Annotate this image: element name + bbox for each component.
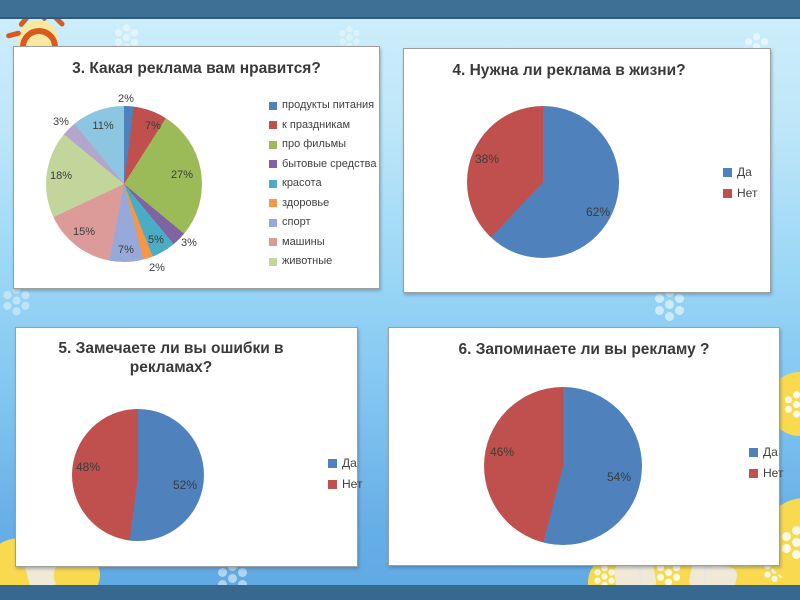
flower-decoration <box>346 34 353 41</box>
legend-item: здоровье <box>269 196 376 209</box>
legend-label: здоровье <box>282 196 330 209</box>
legend-label: про фильмы <box>282 138 347 150</box>
legend-swatch <box>723 188 732 198</box>
flower-decoration <box>792 400 800 409</box>
legend-item: Да <box>328 457 362 469</box>
legend-item: бытовые средства <box>269 157 377 170</box>
legend-item: продукты питания <box>269 100 376 111</box>
legend-item: красота <box>269 178 376 189</box>
pie-chart-q3 <box>46 106 202 262</box>
slice-label: 62% <box>585 205 611 219</box>
legend-q6: Да Нет <box>749 446 783 479</box>
chart-title-q3: 3. Какая реклама вам нравится? <box>72 60 321 77</box>
legend-swatch <box>269 199 277 207</box>
legend-label: животные <box>282 255 333 267</box>
legend-item: Нет <box>749 467 783 479</box>
legend-swatch <box>723 167 732 177</box>
chart-title-q6: 6. Запоминаете ли вы рекламу ? <box>458 341 710 358</box>
slide-top-bar <box>0 0 800 19</box>
slice-label: 2% <box>118 93 134 105</box>
flower-decoration <box>12 296 21 305</box>
legend-swatch <box>328 479 337 489</box>
legend-item: про фильмы <box>269 139 376 150</box>
legend-label: Да <box>737 165 752 179</box>
legend-label: спорт <box>282 216 311 228</box>
pie-chart-q4 <box>467 106 619 258</box>
slice-label: 3% <box>53 116 69 128</box>
flower-decoration <box>122 33 131 42</box>
slice-label: 7% <box>145 120 161 132</box>
flower-decoration <box>228 574 237 583</box>
slice-label: 11% <box>92 120 114 132</box>
slice-label: 46% <box>489 445 515 459</box>
legend-item: Нет <box>723 187 757 199</box>
slice-label: 54% <box>606 470 632 484</box>
slice-label: 5% <box>148 234 164 246</box>
legend-q3: продукты питания к праздникам про фильмы… <box>269 100 376 267</box>
legend-label: бытовые средства <box>282 157 377 170</box>
chart-panel-q6: 6. Запоминаете ли вы рекламу ? 54% 46% Д… <box>388 327 783 566</box>
chart-title-q4: 4. Нужна ли реклама в жизни? <box>452 62 686 79</box>
legend-item: к праздникам <box>269 118 376 131</box>
legend-swatch <box>269 140 277 149</box>
legend-label: Нет <box>342 477 363 491</box>
legend-item: животные <box>269 256 376 267</box>
legend-label: машины <box>282 235 325 248</box>
slice-label: 38% <box>474 152 500 166</box>
legend-item: спорт <box>269 217 376 228</box>
slice-label: 15% <box>72 226 96 238</box>
slice-label: 52% <box>172 478 198 492</box>
flower-decoration <box>752 42 761 51</box>
legend-item: машины <box>269 235 376 248</box>
legend-q4: Да Нет <box>723 166 757 199</box>
slice-label: 2% <box>149 262 165 274</box>
legend-swatch <box>269 179 277 188</box>
legend-swatch <box>269 160 277 168</box>
legend-swatch <box>269 238 277 246</box>
legend-swatch <box>328 458 337 468</box>
legend-swatch <box>749 447 758 457</box>
slide-bottom-bar <box>0 585 800 600</box>
slice-label: 48% <box>75 460 101 474</box>
legend-label: Нет <box>763 466 784 480</box>
slice-label: 27% <box>170 169 194 181</box>
legend-swatch <box>269 101 277 110</box>
legend-swatch <box>269 257 277 266</box>
legend-label: Да <box>763 445 778 459</box>
flower-decoration <box>601 573 608 580</box>
flower-decoration <box>665 300 674 309</box>
legend-q5: Да Нет <box>328 457 362 490</box>
flower-decoration <box>792 538 800 547</box>
legend-label: красота <box>282 177 322 189</box>
legend-item: Да <box>723 166 757 178</box>
chart-panel-q5: 5. Замечаете ли вы ошибки в рекламах? 52… <box>15 327 362 567</box>
flower-decoration <box>664 568 673 577</box>
slice-label: 7% <box>118 244 134 256</box>
legend-swatch <box>269 121 277 129</box>
legend-label: Да <box>342 456 357 470</box>
chart-panel-q4: 4. Нужна ли реклама в жизни? 62% 38% Да … <box>403 48 771 293</box>
legend-label: Нет <box>737 186 758 200</box>
legend-item: Да <box>749 446 783 458</box>
legend-swatch <box>749 468 758 478</box>
slice-label: 3% <box>181 237 197 249</box>
pie-chart-q5 <box>72 409 204 541</box>
legend-label: к праздникам <box>282 118 351 131</box>
slice-label: 18% <box>49 170 73 182</box>
legend-item: Нет <box>328 478 362 490</box>
chart-title-q5: 5. Замечаете ли вы ошибки в рекламах? <box>58 340 284 376</box>
pie-chart-q6 <box>484 387 642 545</box>
legend-label: продукты питания <box>282 99 375 111</box>
chart-panel-q3: 3. Какая реклама вам нравится? 2% 7% 27%… <box>13 46 380 289</box>
legend-swatch <box>269 218 277 227</box>
